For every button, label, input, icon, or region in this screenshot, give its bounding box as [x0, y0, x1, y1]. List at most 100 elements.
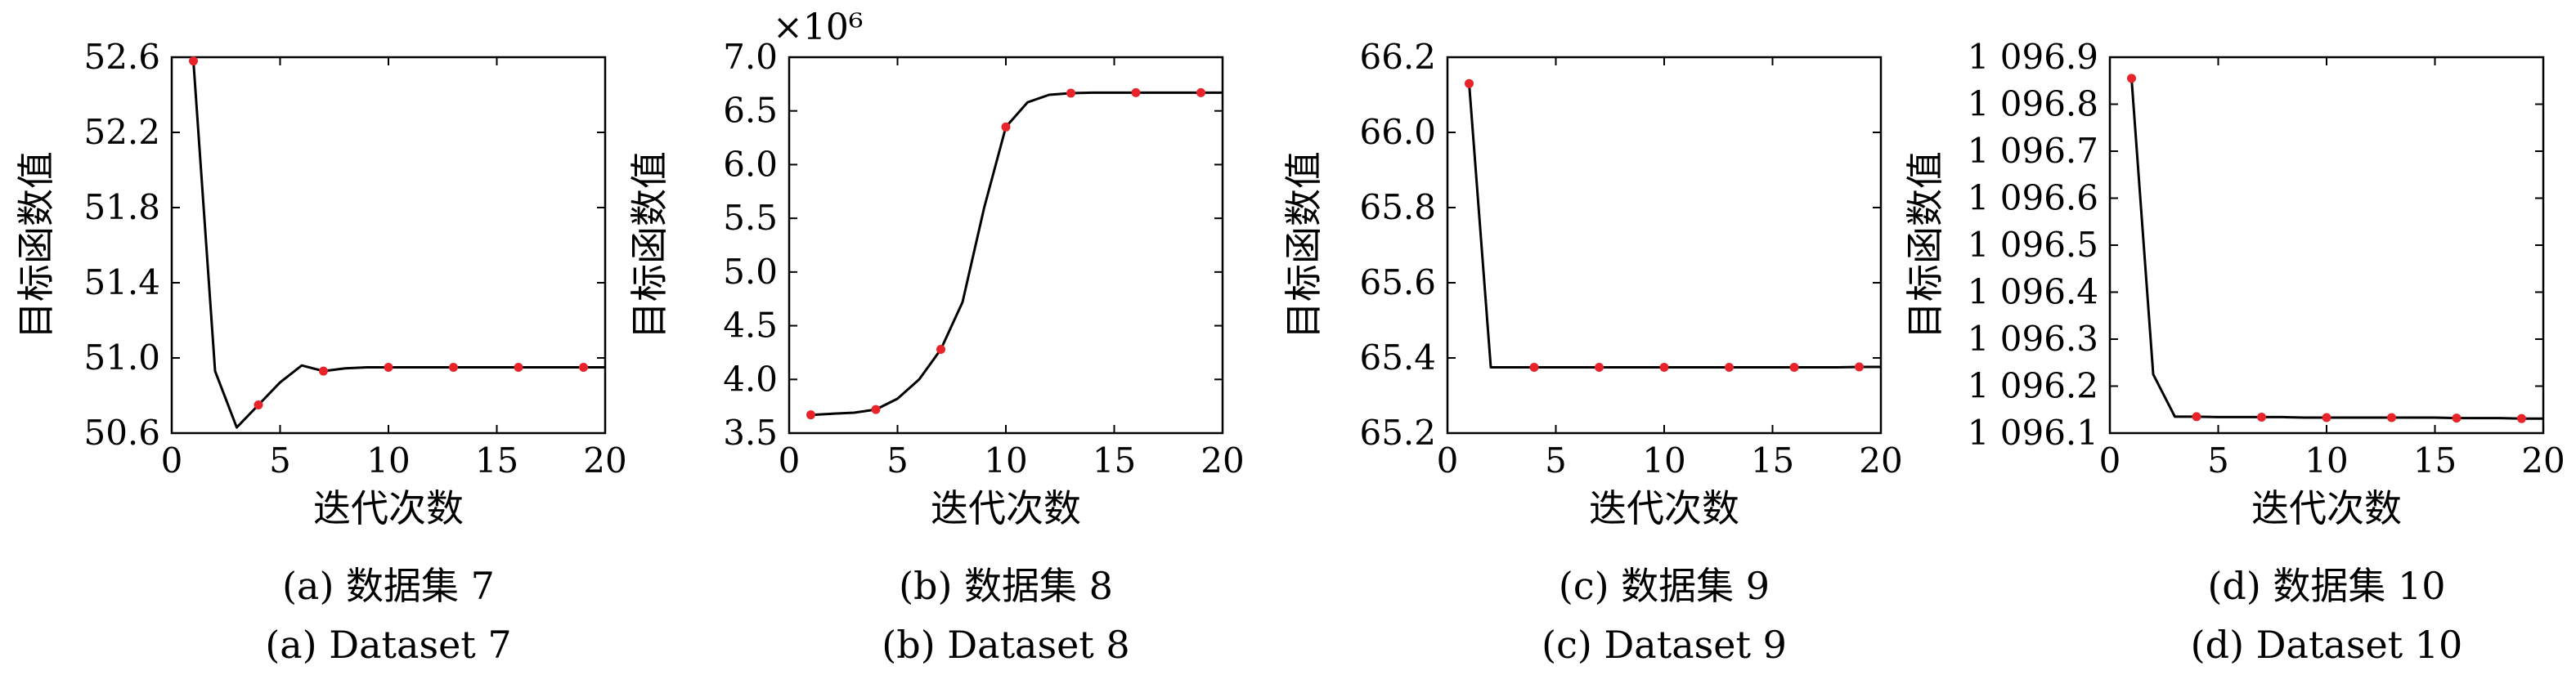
- y-tick-label: 1 096.3: [1968, 319, 2098, 359]
- data-point-marker: [871, 405, 881, 414]
- y-tick-label: 66.0: [1359, 112, 1436, 152]
- x-tick-label: 10: [2304, 440, 2348, 481]
- y-tick-label: 1 096.6: [1968, 178, 2098, 218]
- x-tick-label: 5: [2207, 440, 2229, 481]
- data-point-marker: [1066, 88, 1075, 98]
- x-tick-label: 0: [779, 440, 801, 481]
- x-tick-label: 20: [583, 440, 626, 481]
- caption-zh: (a) 数据集 7: [282, 564, 495, 608]
- series-line: [192, 60, 605, 429]
- y-tick-label: 5.5: [723, 198, 778, 238]
- y-tick-label: 1 096.8: [1968, 84, 2098, 124]
- y-tick-label: 7.0: [723, 37, 778, 77]
- chart-panel-d: 0 5 10 15 20 1 096.1 1 096.2 1 096.3 1 096.4 1 09…: [1903, 37, 2565, 667]
- data-point-marker: [449, 363, 458, 372]
- x-axis-label: 迭代次数: [931, 486, 1081, 530]
- y-axis-multiplier: ×10⁶: [773, 7, 864, 48]
- y-tick-label: 52.2: [83, 112, 160, 152]
- data-point-marker: [384, 363, 393, 372]
- y-tick-label: 65.4: [1359, 338, 1436, 378]
- data-point-marker: [1789, 363, 1799, 372]
- y-axis-label: 目标函数值: [627, 151, 671, 339]
- y-tick-label: 6.0: [723, 144, 778, 184]
- y-tick-label: 3.5: [723, 413, 778, 453]
- y-tick-label: 65.2: [1359, 413, 1436, 453]
- x-tick-label: 0: [1437, 440, 1459, 481]
- x-tick-label: 10: [984, 440, 1027, 481]
- data-point-marker: [1725, 363, 1734, 372]
- plot-frame: [2108, 56, 2545, 435]
- x-axis-label: 迭代次数: [313, 486, 464, 530]
- data-point-marker: [2322, 413, 2331, 422]
- y-tick-label: 1 096.1: [1968, 413, 2098, 453]
- data-point-marker: [254, 400, 263, 409]
- caption-en: (d) Dataset 10: [2191, 623, 2463, 667]
- x-tick-label: 5: [886, 440, 909, 481]
- data-point-marker: [579, 363, 588, 372]
- data-point-marker: [1465, 78, 1474, 88]
- chart-panel-b: 0 5 10 15 20 3.5 4.0 4.5 5.0 5.5 6.0 6.5 7.0×10⁶ 迭代次数…: [627, 7, 1245, 667]
- x-axis-label: 迭代次数: [1589, 486, 1739, 530]
- x-tick-label: 10: [1642, 440, 1685, 481]
- y-axis-label: 目标函数值: [1903, 151, 1947, 339]
- caption-zh: (b) 数据集 8: [899, 564, 1113, 608]
- y-tick-label: 65.6: [1359, 262, 1436, 302]
- y-tick-label: 51.8: [83, 187, 160, 227]
- y-axis-label: 目标函数值: [1281, 151, 1326, 339]
- y-tick-label: 1 096.9: [1968, 37, 2098, 77]
- data-point-marker: [2387, 413, 2396, 422]
- data-point-marker: [1529, 363, 1539, 372]
- data-point-marker: [514, 363, 523, 372]
- series-line: [2130, 78, 2543, 420]
- y-tick-label: 1 096.2: [1968, 366, 2098, 406]
- x-tick-label: 5: [269, 440, 291, 481]
- y-axis-label: 目标函数值: [14, 151, 58, 339]
- data-point-marker: [319, 366, 328, 376]
- y-tick-label: 5.0: [723, 252, 778, 292]
- x-tick-label: 15: [475, 440, 518, 481]
- x-tick-label: 15: [1751, 440, 1794, 481]
- x-tick-label: 20: [2521, 440, 2565, 481]
- plot-frame: [170, 56, 607, 435]
- data-point-marker: [936, 344, 945, 354]
- x-tick-label: 15: [1093, 440, 1136, 481]
- y-tick-label: 66.2: [1359, 37, 1436, 77]
- caption-en: (c) Dataset 9: [1542, 623, 1787, 667]
- y-tick-label: 4.5: [723, 306, 778, 346]
- data-point-marker: [1659, 363, 1669, 372]
- y-tick-label: 4.0: [723, 359, 778, 399]
- caption-en: (b) Dataset 8: [882, 623, 1129, 667]
- series-line: [810, 91, 1223, 417]
- data-point-marker: [2257, 412, 2266, 422]
- caption-en: (a) Dataset 7: [265, 623, 511, 667]
- plot-frame: [788, 56, 1224, 435]
- x-tick-label: 0: [2099, 440, 2121, 481]
- x-tick-label: 20: [1859, 440, 1902, 481]
- caption-zh: (c) 数据集 9: [1559, 564, 1770, 608]
- y-tick-label: 52.6: [83, 37, 160, 77]
- data-point-marker: [2452, 413, 2462, 423]
- data-point-marker: [2127, 74, 2136, 83]
- data-point-marker: [1131, 87, 1141, 97]
- data-point-marker: [1196, 87, 1205, 97]
- y-tick-label: 1 096.7: [1968, 131, 2098, 171]
- data-point-marker: [2192, 412, 2201, 422]
- data-point-marker: [1595, 363, 1604, 372]
- plot-frame: [1446, 56, 1883, 435]
- data-point-marker: [1001, 122, 1011, 132]
- data-point-marker: [1855, 362, 1864, 372]
- y-tick-label: 51.0: [83, 338, 160, 378]
- chart-panel-a: 0 5 10 15 20 50.6 51.0 51.4 51.8 52.2 52.6 迭代次数 目标函数…: [14, 37, 627, 667]
- x-axis-label: 迭代次数: [2251, 486, 2402, 530]
- y-tick-label: 6.5: [723, 91, 778, 131]
- x-tick-label: 20: [1200, 440, 1244, 481]
- y-tick-label: 1 096.5: [1968, 225, 2098, 265]
- x-tick-label: 15: [2413, 440, 2457, 481]
- series-line: [1468, 83, 1881, 369]
- x-tick-label: 0: [161, 440, 183, 481]
- y-tick-label: 1 096.4: [1968, 272, 2098, 312]
- y-tick-label: 65.8: [1359, 187, 1436, 227]
- data-point-marker: [806, 410, 815, 420]
- y-tick-label: 51.4: [83, 262, 160, 302]
